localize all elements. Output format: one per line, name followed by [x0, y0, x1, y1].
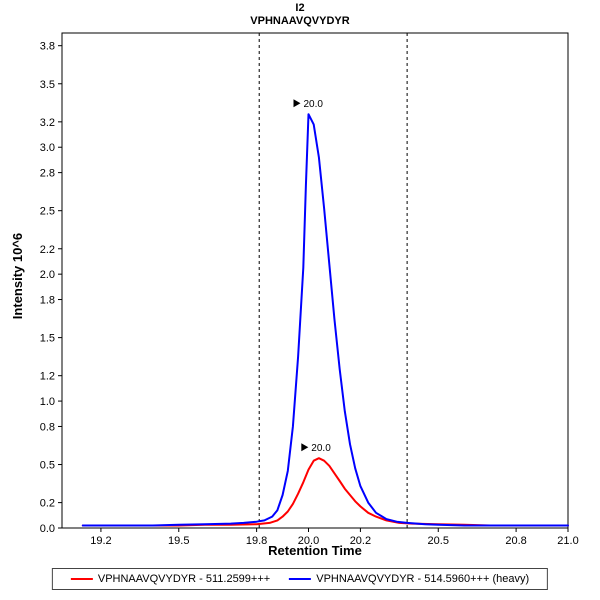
x-tick-label: 20.5 — [428, 535, 449, 547]
y-axis-label: Intensity 10^6 — [10, 232, 25, 320]
series-trace-0 — [81, 457, 569, 527]
y-tick-label: 2.2 — [40, 244, 55, 256]
y-tick-label: 1.2 — [40, 371, 55, 383]
legend-item-light: VPHNAAVQVYDYR - 511.2599+++ — [70, 573, 271, 585]
x-tick-label: 19.2 — [90, 535, 111, 547]
peak-arrow-icon — [301, 443, 309, 452]
y-tick-label: 3.2 — [40, 117, 55, 129]
x-tick-label: 19.8 — [246, 535, 267, 547]
peak-rt-annotation: 20.0 — [304, 99, 324, 110]
x-tick-label: 21.0 — [557, 535, 578, 547]
peak-rt-annotation: 20.0 — [311, 443, 331, 454]
x-axis-label: Retention Time — [268, 543, 362, 558]
legend: VPHNAAVQVYDYR - 511.2599+++ VPHNAAVQVYDY… — [51, 568, 549, 590]
series-trace-1 — [81, 113, 569, 527]
plot-border — [61, 32, 569, 529]
chart-subtitle: VPHNAAVQVYDYR — [250, 15, 350, 27]
x-tick-label: 20.8 — [505, 535, 526, 547]
x-tick-label: 19.5 — [168, 535, 189, 547]
y-tick-label: 0.5 — [40, 460, 55, 472]
legend-item-heavy: VPHNAAVQVYDYR - 514.5960+++ (heavy) — [289, 573, 529, 585]
y-tick-label: 3.0 — [40, 142, 55, 154]
red-line-swatch — [70, 578, 93, 581]
x-tick-label: 20.0 — [298, 535, 319, 547]
y-tick-label: 2.8 — [40, 168, 55, 180]
y-tick-label: 3.5 — [40, 79, 55, 91]
chart-title: I2 — [295, 2, 305, 14]
y-tick-label: 1.8 — [40, 295, 55, 307]
x-tick-label: 20.2 — [350, 535, 371, 547]
y-tick-label: 3.8 — [40, 41, 55, 53]
y-tick-label: 0.0 — [40, 523, 55, 535]
y-tick-label: 2.5 — [40, 206, 55, 218]
y-tick-label: 2.0 — [40, 269, 55, 281]
blue-line-swatch — [289, 578, 312, 581]
peak-arrow-icon — [293, 99, 301, 108]
y-tick-label: 0.2 — [40, 498, 55, 510]
y-tick-label: 1.5 — [40, 333, 55, 345]
y-tick-label: 1.0 — [40, 396, 55, 408]
y-tick-label: 0.8 — [40, 421, 55, 433]
legend-label-light: VPHNAAVQVYDYR - 511.2599+++ — [97, 573, 271, 585]
legend-label-heavy: VPHNAAVQVYDYR - 514.5960+++ (heavy) — [316, 573, 530, 585]
